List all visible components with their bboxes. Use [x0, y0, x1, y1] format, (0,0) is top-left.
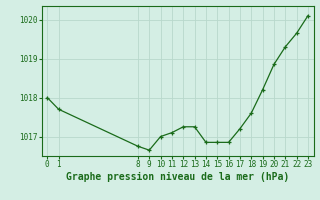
X-axis label: Graphe pression niveau de la mer (hPa): Graphe pression niveau de la mer (hPa): [66, 172, 289, 182]
